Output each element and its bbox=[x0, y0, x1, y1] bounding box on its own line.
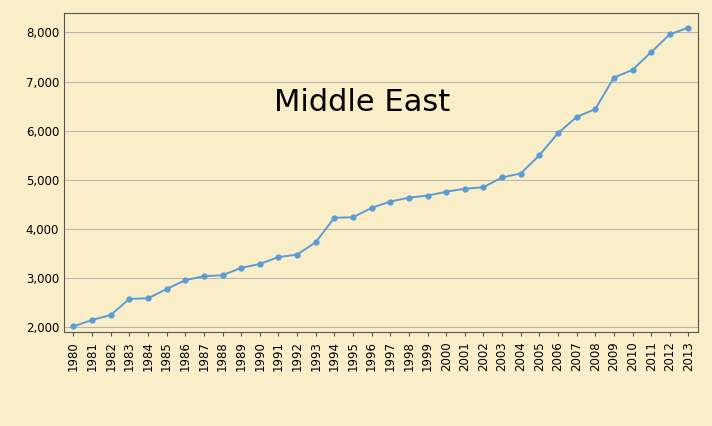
Text: Middle East: Middle East bbox=[274, 88, 450, 117]
